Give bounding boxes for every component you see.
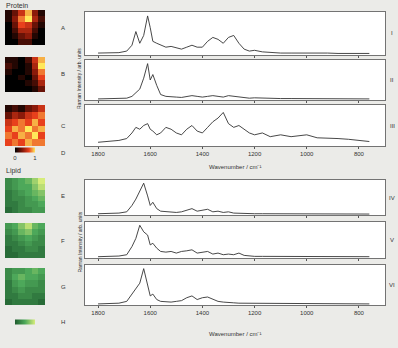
svg-text:1: 1 bbox=[33, 155, 37, 161]
svg-text:1600: 1600 bbox=[144, 151, 158, 157]
svg-text:Lipid: Lipid bbox=[6, 167, 21, 175]
svg-text:H: H bbox=[61, 319, 65, 325]
svg-text:Protein: Protein bbox=[6, 2, 28, 9]
svg-text:Wavenumber / cm⁻¹: Wavenumber / cm⁻¹ bbox=[209, 164, 261, 170]
svg-text:800: 800 bbox=[354, 310, 365, 316]
svg-text:1400: 1400 bbox=[196, 151, 210, 157]
svg-text:V: V bbox=[390, 237, 394, 243]
svg-text:1000: 1000 bbox=[300, 310, 314, 316]
svg-text:Raman Intensity / arb. units: Raman Intensity / arb. units bbox=[77, 211, 83, 272]
svg-text:II: II bbox=[390, 77, 394, 83]
svg-text:Raman Intensity / arb. units: Raman Intensity / arb. units bbox=[76, 48, 82, 109]
svg-text:F: F bbox=[61, 238, 65, 244]
svg-text:VI: VI bbox=[389, 282, 395, 288]
svg-text:C: C bbox=[61, 123, 66, 129]
svg-text:800: 800 bbox=[354, 151, 365, 157]
svg-text:1000: 1000 bbox=[300, 151, 314, 157]
svg-text:1200: 1200 bbox=[248, 151, 262, 157]
svg-text:1800: 1800 bbox=[91, 310, 105, 316]
svg-text:I: I bbox=[391, 30, 393, 36]
svg-text:0: 0 bbox=[13, 155, 17, 161]
svg-text:D: D bbox=[61, 150, 66, 156]
svg-text:IV: IV bbox=[389, 195, 395, 201]
svg-text:E: E bbox=[61, 193, 65, 199]
svg-text:III: III bbox=[390, 123, 395, 129]
svg-text:Wavenumber / cm⁻¹: Wavenumber / cm⁻¹ bbox=[209, 331, 261, 337]
svg-text:A: A bbox=[61, 25, 65, 31]
svg-text:1800: 1800 bbox=[91, 151, 105, 157]
svg-text:1200: 1200 bbox=[248, 310, 262, 316]
svg-text:1400: 1400 bbox=[196, 310, 210, 316]
svg-text:G: G bbox=[61, 284, 66, 290]
svg-text:B: B bbox=[61, 71, 65, 77]
svg-text:1600: 1600 bbox=[144, 310, 158, 316]
